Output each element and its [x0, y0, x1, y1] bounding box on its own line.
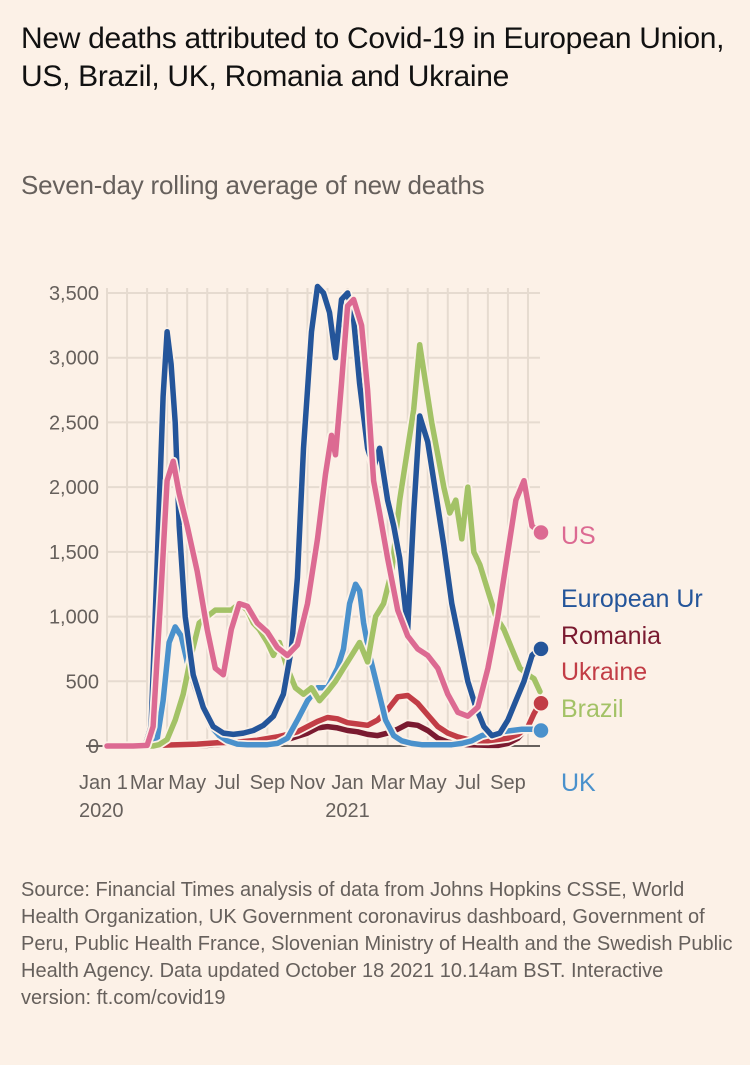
x-tick-label: Jul	[455, 772, 481, 794]
series-lines	[102, 282, 545, 751]
series-line-romania	[104, 700, 543, 749]
y-tick-label: 1,000	[49, 607, 99, 629]
series-label-european-union: European Ur	[561, 585, 703, 613]
x-tick-label: Jan	[331, 772, 363, 794]
chart-subtitle: Seven-day rolling average of new deaths	[21, 170, 485, 200]
series-labels: US European Ur Romania Ukraine Brazil UK	[561, 522, 703, 797]
series-label-ukraine: Ukraine	[561, 658, 647, 686]
chart-title: New deaths attributed to Covid-19 in Eur…	[21, 22, 725, 93]
series-label-us: US	[561, 522, 596, 550]
series-line-us	[104, 296, 543, 749]
y-tick-label: 3,000	[49, 348, 99, 370]
end-dot-us	[532, 523, 550, 542]
end-dots	[532, 523, 550, 740]
source-note: Source: Financial Times analysis of data…	[21, 879, 733, 1009]
series-line-brazil	[104, 342, 543, 749]
x-tick-label: Sep	[250, 772, 286, 794]
x-tick-label: Jul	[214, 772, 240, 794]
end-dot-european-union	[532, 640, 550, 658]
x-tick-label: Nov	[290, 772, 326, 794]
y-tick-label: 2,500	[49, 412, 99, 434]
y-tick-label: 1,500	[49, 542, 99, 564]
end-dot-ukraine	[532, 694, 550, 713]
x-tick-label: Mar	[130, 772, 165, 794]
y-tick-label: 2,000	[49, 477, 99, 499]
x-tick-year-label: 2021	[325, 800, 370, 822]
series-label-uk: UK	[561, 769, 596, 797]
series-line-european-union	[104, 283, 543, 749]
x-tick-label: Mar	[370, 772, 405, 794]
x-tick-year-label: 2020	[79, 800, 124, 822]
x-tick-label: May	[168, 772, 206, 794]
y-tick-label: 3,500	[49, 283, 99, 305]
end-dot-uk	[532, 721, 550, 740]
series-label-brazil: Brazil	[561, 695, 624, 723]
y-tick-label: 500	[66, 671, 99, 693]
x-tick-label: Sep	[490, 772, 526, 794]
series-label-romania: Romania	[561, 622, 661, 650]
x-tick-label: Jan 1	[79, 772, 128, 794]
x-tick-label: May	[409, 772, 447, 794]
